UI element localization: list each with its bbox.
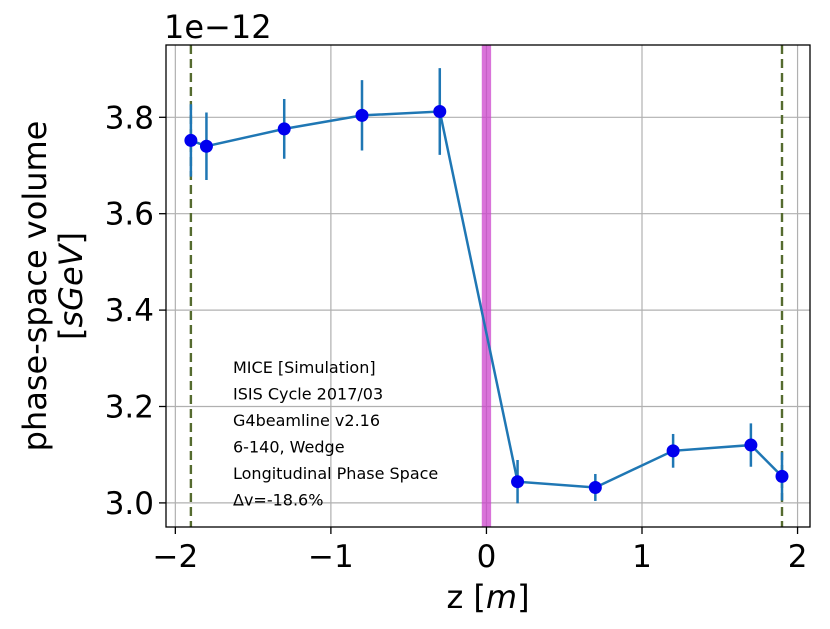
annotation-line: G4beamline v2.16 — [233, 411, 380, 430]
x-tick-label: −2 — [152, 539, 198, 575]
y-axis-label-line2: [sGeV] — [52, 232, 90, 340]
annotation-line: MICE [Simulation] — [233, 358, 376, 377]
y-tick-label: 3.0 — [105, 486, 154, 522]
data-point — [277, 122, 291, 136]
annotation-line: ISIS Cycle 2017/03 — [233, 385, 383, 404]
y-ticks: 3.0 3.2 3.4 3.6 3.8 — [105, 100, 166, 522]
series-layer — [184, 68, 789, 504]
y-tick-label: 3.2 — [105, 390, 154, 426]
y-tick-label: 3.4 — [105, 293, 154, 329]
x-ticks: −2 −1 0 1 2 — [152, 527, 807, 575]
annotation-line: Longitudinal Phase Space — [233, 464, 438, 483]
data-point — [355, 108, 369, 122]
data-point — [433, 105, 447, 119]
plot-area-frame — [165, 44, 811, 528]
annotation-block: MICE [Simulation] ISIS Cycle 2017/03 G4bea… — [233, 358, 438, 510]
y-axis-label-line1: phase-space volume — [16, 121, 54, 452]
data-point — [666, 444, 680, 458]
data-point — [775, 469, 789, 483]
data-point — [511, 475, 525, 489]
y-exponent-label: 1e−12 — [164, 8, 272, 46]
annotation-line: Δv=-18.6% — [233, 491, 323, 510]
y-tick-label: 3.6 — [105, 197, 154, 233]
y-axis-label: phase-space volume [sGeV] — [16, 121, 90, 452]
data-point — [588, 480, 602, 494]
x-tick-label: 0 — [477, 539, 497, 575]
annotation-line: 6-140, Wedge — [233, 438, 345, 457]
data-point — [199, 139, 213, 153]
y-tick-label: 3.8 — [105, 100, 154, 136]
data-point — [744, 438, 758, 452]
x-axis-label: z [m] — [446, 578, 529, 616]
x-tick-label: 1 — [632, 539, 652, 575]
x-tick-label: 2 — [788, 539, 808, 575]
vertical-band — [481, 45, 492, 527]
data-point — [184, 133, 198, 147]
x-tick-label: −1 — [308, 539, 354, 575]
vertical-band-layer — [481, 45, 492, 527]
series-line-0 — [190, 110, 783, 489]
vertical-lines-layer — [189, 45, 784, 527]
